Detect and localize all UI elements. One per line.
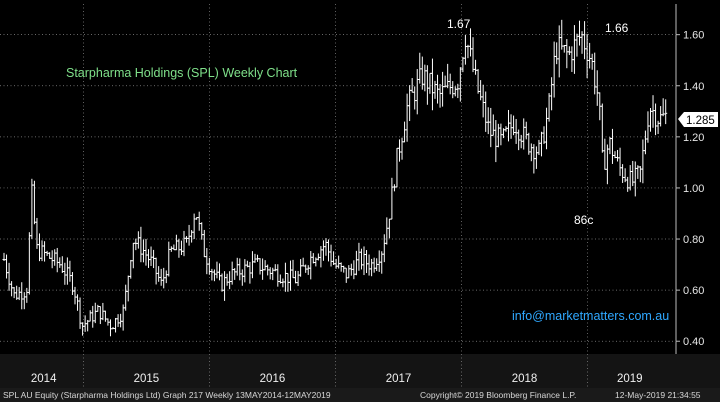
y-tick-label: 1.40 (683, 81, 704, 93)
chart-title: Starpharma Holdings (SPL) Weekly Chart (66, 66, 298, 80)
y-tick-label: 1.00 (683, 183, 704, 195)
x-tick-label: 2017 (386, 373, 412, 385)
y-tick-label: 0.80 (683, 234, 704, 246)
y-tick-label: 0.60 (683, 285, 704, 297)
x-tick-label: 2018 (512, 373, 538, 385)
y-tick-label: 1.20 (683, 132, 704, 144)
chart-background (0, 0, 720, 388)
annotation-high-2018: 1.67 (447, 17, 471, 31)
x-axis-band (0, 354, 720, 388)
last-price-label: 1.285 (686, 115, 715, 127)
x-tick-label: 2014 (31, 373, 57, 385)
x-tick-label: 2016 (260, 373, 286, 385)
annotation-low-2018: 86c (574, 213, 593, 227)
footer-timestamp: 12-May-2019 21:34:55 (615, 390, 701, 400)
last-price-marker: 1.285 (678, 112, 718, 127)
grid-lines (0, 4, 677, 354)
x-tick-label: 2019 (617, 373, 643, 385)
x-tick-label: 2015 (134, 373, 160, 385)
footer-bar: SPL AU Equity (Starpharma Holdings Ltd) … (0, 388, 720, 402)
footer-security-info: SPL AU Equity (Starpharma Holdings Ltd) … (3, 390, 331, 400)
watermark-email: info@marketmatters.com.au (512, 309, 669, 323)
annotation-high-2019: 1.66 (605, 21, 629, 35)
x-axis-ticks: 2014 2015 2016 2017 2018 2019 (31, 373, 643, 385)
price-bars (2, 19, 668, 337)
y-tick-label: 1.60 (683, 30, 704, 42)
last-price-box (678, 112, 718, 127)
footer-copyright: Copyright© 2019 Bloomberg Finance L.P. (420, 390, 577, 400)
price-chart: 0.400.600.801.001.201.401.60 2014 2015 201… (0, 0, 720, 388)
y-tick-label: 0.40 (683, 336, 704, 348)
y-axis-ticks: 0.40 0.60 0.80 1.00 1.20 1.40 1.60 (676, 30, 704, 348)
